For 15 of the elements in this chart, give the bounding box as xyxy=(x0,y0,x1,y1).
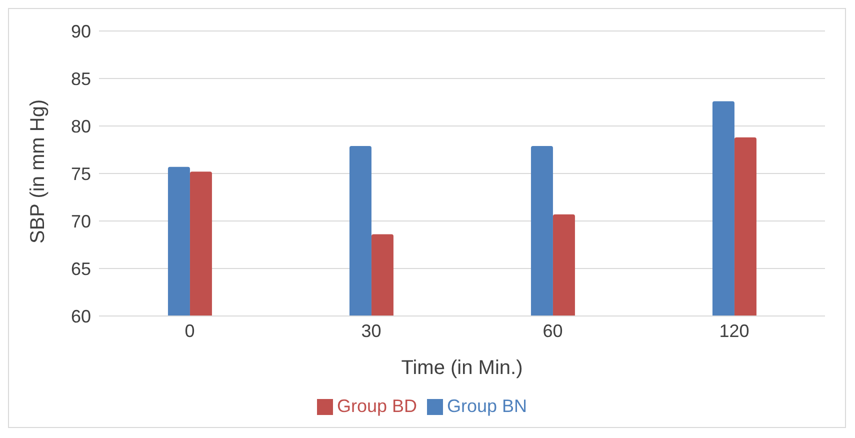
x-axis-title: Time (in Min.) xyxy=(401,357,523,379)
y-tick-label: 65 xyxy=(70,258,91,279)
x-tick-label: 30 xyxy=(361,320,382,341)
y-tick-label: 90 xyxy=(70,21,91,42)
y-tick-label: 75 xyxy=(70,164,91,184)
legend-label: Group BD xyxy=(336,396,417,416)
y-tick-label: 70 xyxy=(70,211,91,232)
x-tick-label: 120 xyxy=(719,320,750,341)
x-tick-label: 60 xyxy=(542,320,563,341)
y-tick-label: 60 xyxy=(70,306,91,326)
y-tick-label: 85 xyxy=(70,68,91,89)
legend-label: Group BN xyxy=(447,396,528,416)
x-tick-label: 0 xyxy=(184,320,195,341)
y-axis-title: SBP (in mm Hg) xyxy=(27,99,50,244)
y-tick-label: 80 xyxy=(70,116,91,136)
